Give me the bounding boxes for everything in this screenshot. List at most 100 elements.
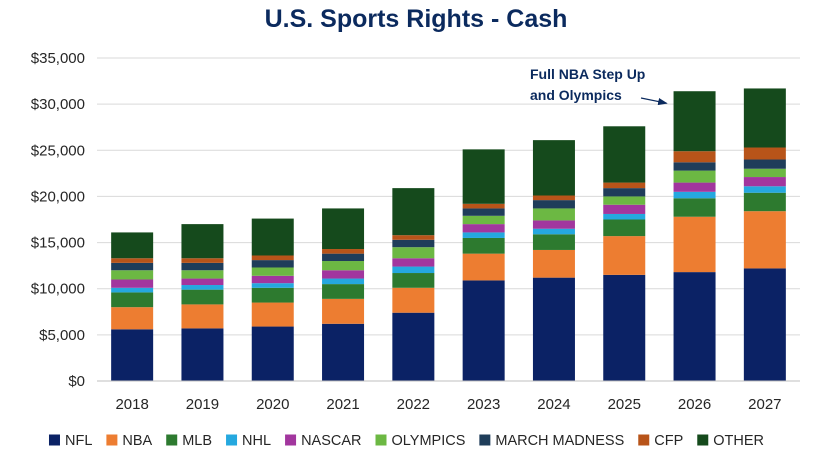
legend-item: NBA bbox=[106, 433, 153, 449]
legend-swatch bbox=[226, 434, 238, 446]
bar-segment-nhl bbox=[392, 266, 435, 274]
bar-segment-nba bbox=[111, 307, 154, 330]
bar-segment-nhl bbox=[111, 287, 154, 293]
bar-segment-march-madness bbox=[111, 262, 154, 271]
bar-segment-march-madness bbox=[251, 260, 294, 268]
bar-segment-nascar bbox=[532, 220, 575, 229]
y-tick-label: $15,000 bbox=[31, 235, 85, 252]
legend-swatch bbox=[285, 434, 297, 446]
x-tick-label: 2022 bbox=[397, 396, 430, 413]
bar-segment-nascar bbox=[392, 258, 435, 267]
bar-segment-nfl bbox=[673, 272, 716, 381]
bar-segment-cfp bbox=[251, 255, 294, 261]
bar-segment-other bbox=[603, 126, 646, 183]
bar-segment-nhl bbox=[322, 278, 365, 285]
y-tick-label: $30,000 bbox=[31, 96, 85, 113]
bar-segment-nba bbox=[532, 249, 575, 278]
bar-segment-nba bbox=[673, 216, 716, 273]
annotation-text: Full NBA Step Up bbox=[530, 66, 645, 82]
bar-segment-cfp bbox=[743, 147, 786, 160]
bar-segment-olympics bbox=[743, 168, 786, 178]
bar-segment-other bbox=[322, 208, 365, 250]
bar-segment-nba bbox=[322, 298, 365, 324]
bar-segment-nascar bbox=[111, 279, 154, 288]
legend-item: MARCH MADNESS bbox=[479, 433, 624, 449]
legend-label: OLYMPICS bbox=[392, 433, 466, 449]
bar-segment-olympics bbox=[392, 247, 435, 259]
bar-segment-march-madness bbox=[743, 159, 786, 169]
y-tick-label: $20,000 bbox=[31, 188, 85, 205]
bar-segment-nfl bbox=[532, 277, 575, 381]
bar-segment-other bbox=[392, 188, 435, 236]
legend-label: MARCH MADNESS bbox=[495, 433, 624, 449]
legend: NFL NBA MLB NHL NASCAR OLYMPICS MARCH MADNESS C… bbox=[48, 433, 764, 449]
bar-segment-nfl bbox=[603, 274, 646, 381]
bar-segment-cfp bbox=[532, 195, 575, 201]
bar-segment-march-madness bbox=[673, 162, 716, 171]
bar-segment-other bbox=[111, 232, 154, 259]
legend-label: MLB bbox=[182, 433, 212, 449]
bar-segment-nascar bbox=[673, 182, 716, 192]
bar-segment-mlb bbox=[603, 219, 646, 237]
bar-segment-cfp bbox=[673, 151, 716, 163]
bar-segment-cfp bbox=[603, 182, 646, 189]
bar-segment-nhl bbox=[603, 213, 646, 220]
legend-label: NHL bbox=[242, 433, 271, 449]
bar-segment-nfl bbox=[462, 280, 505, 381]
bar-segment-nascar bbox=[743, 177, 786, 187]
bar-segment-nba bbox=[462, 253, 505, 281]
bar-segment-olympics bbox=[111, 270, 154, 280]
x-tick-label: 2026 bbox=[678, 396, 711, 413]
x-tick-label: 2019 bbox=[186, 396, 219, 413]
bar-segment-olympics bbox=[251, 267, 294, 276]
bar-segment-march-madness bbox=[462, 208, 505, 216]
x-tick-label: 2025 bbox=[608, 396, 641, 413]
x-tick-label: 2020 bbox=[256, 396, 289, 413]
bar-segment-olympics bbox=[603, 196, 646, 205]
bar-segment-nhl bbox=[462, 232, 505, 238]
bar-segment-other bbox=[743, 88, 786, 148]
bar-segment-nhl bbox=[532, 228, 575, 235]
bar-segment-olympics bbox=[673, 170, 716, 183]
legend-item: OTHER bbox=[697, 433, 764, 449]
x-tick-label: 2024 bbox=[537, 396, 570, 413]
legend-swatch bbox=[166, 434, 178, 446]
x-tick-label: 2018 bbox=[115, 396, 148, 413]
bar-segment-nascar bbox=[603, 204, 646, 214]
bar-segment-nba bbox=[181, 304, 224, 329]
legend-swatch bbox=[106, 434, 118, 446]
bar-segment-mlb bbox=[181, 289, 224, 305]
bar-segment-march-madness bbox=[392, 239, 435, 248]
legend-label: NFL bbox=[65, 433, 92, 449]
bar-segment-olympics bbox=[462, 215, 505, 225]
y-tick-label: $0 bbox=[68, 373, 85, 390]
bar-segment-mlb bbox=[392, 273, 435, 288]
chart-title: U.S. Sports Rights - Cash bbox=[265, 5, 568, 33]
legend-item: CFP bbox=[638, 433, 683, 449]
bar-segment-nfl bbox=[322, 323, 365, 381]
legend-swatch bbox=[697, 434, 709, 446]
bar-segment-olympics bbox=[532, 208, 575, 221]
bar-segment-nfl bbox=[743, 268, 786, 381]
bar-segment-cfp bbox=[322, 249, 365, 254]
bar-segment-nba bbox=[392, 287, 435, 313]
bar-segment-nba bbox=[251, 302, 294, 327]
bar-segment-olympics bbox=[181, 270, 224, 279]
legend-label: CFP bbox=[654, 433, 683, 449]
bar-segment-olympics bbox=[322, 261, 365, 271]
bar-segment-march-madness bbox=[322, 253, 365, 262]
y-tick-label: $10,000 bbox=[31, 281, 85, 298]
bar-segment-march-madness bbox=[603, 188, 646, 197]
bar-segment-mlb bbox=[743, 192, 786, 212]
bar-segment-march-madness bbox=[181, 262, 224, 271]
bar-segment-other bbox=[673, 91, 716, 152]
legend-item: MLB bbox=[166, 433, 212, 449]
y-tick-label: $35,000 bbox=[31, 50, 85, 67]
bar-segment-nascar bbox=[181, 278, 224, 286]
bar-segment-cfp bbox=[181, 258, 224, 263]
axes: $0 $5,000 $10,000 $15,000 $20,000 $25,000 $30,… bbox=[31, 50, 800, 413]
bar-segment-nascar bbox=[251, 275, 294, 284]
legend-swatch bbox=[638, 434, 650, 446]
bar-segment-cfp bbox=[392, 235, 435, 240]
